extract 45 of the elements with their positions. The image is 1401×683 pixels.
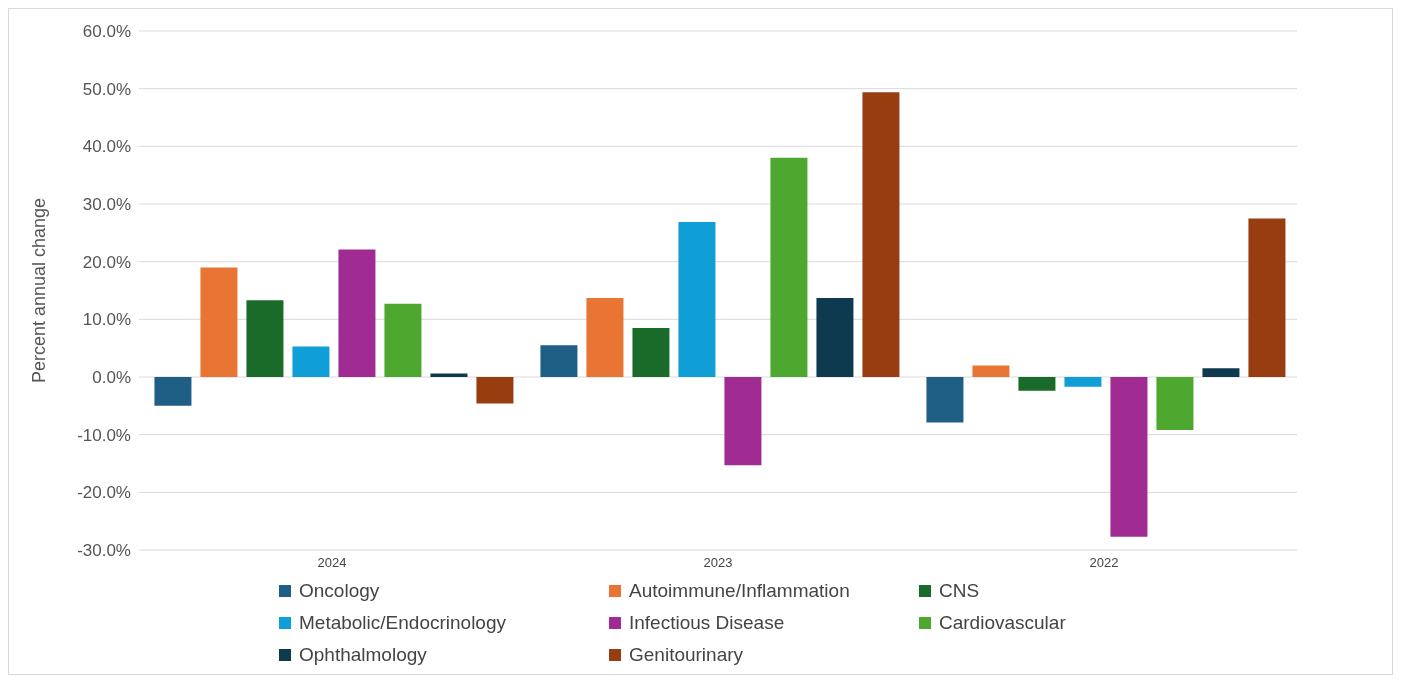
bar [338, 249, 376, 377]
bar [724, 377, 762, 466]
bar [292, 346, 330, 377]
bar [586, 298, 624, 377]
bar [862, 92, 900, 377]
y-tick-label: 20.0% [82, 252, 131, 272]
bar [1202, 368, 1240, 377]
bar [926, 377, 964, 423]
y-tick-label: -20.0% [77, 483, 131, 503]
bar [200, 267, 238, 377]
legend-label: Infectious Disease [629, 612, 785, 634]
legend-label: CNS [939, 580, 980, 602]
legend-label: Oncology [299, 580, 380, 602]
y-axis-title: Percent annual change [29, 197, 50, 384]
y-tick-label: 60.0% [82, 22, 131, 42]
bar [1248, 218, 1286, 377]
bar [384, 303, 422, 377]
y-tick-label: -10.0% [77, 425, 131, 445]
bar [632, 327, 670, 377]
y-tick-label: -30.0% [77, 541, 131, 561]
bar [154, 377, 192, 406]
bar [476, 377, 514, 404]
bar [246, 300, 284, 377]
y-tick-label: 30.0% [82, 195, 131, 215]
bar [1018, 377, 1056, 391]
legend-label: Autoimmune/Inflammation [629, 580, 850, 602]
legend-label: Genitourinary [629, 644, 744, 666]
bar [1064, 377, 1102, 387]
y-tick-label: 40.0% [82, 137, 131, 157]
bar [770, 157, 808, 377]
y-tick-label: 10.0% [82, 310, 131, 330]
y-tick-label: 0.0% [92, 368, 131, 388]
legend-label: Ophthalmology [299, 644, 427, 666]
y-tick-label: 50.0% [82, 79, 131, 99]
bar [972, 365, 1010, 377]
bar [816, 298, 854, 377]
bar [1110, 377, 1148, 537]
x-tick-label: 2023 [703, 555, 733, 571]
bar [540, 345, 578, 377]
bar [1156, 377, 1194, 431]
legend-label: Cardiovascular [939, 612, 1066, 634]
legend-label: Metabolic/Endocrinology [299, 612, 507, 634]
bar [678, 221, 716, 377]
x-tick-label: 2022 [1089, 555, 1119, 571]
x-tick-label: 2024 [317, 555, 347, 571]
